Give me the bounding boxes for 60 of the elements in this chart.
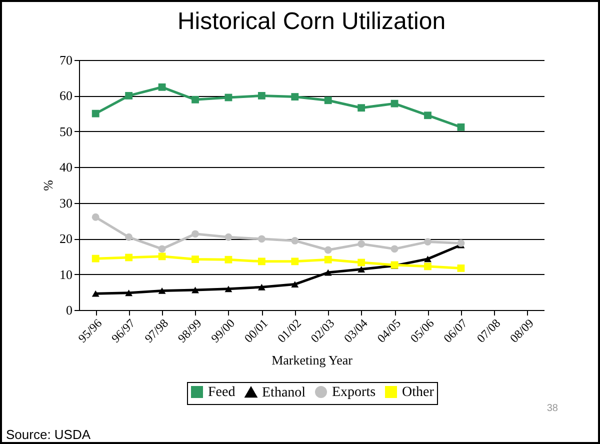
point <box>358 240 366 248</box>
point <box>324 256 332 264</box>
point <box>324 269 332 276</box>
point <box>291 237 299 244</box>
y-tick-label: 10 <box>60 266 72 282</box>
point <box>390 245 398 253</box>
point <box>92 290 100 297</box>
point <box>258 284 266 290</box>
point <box>224 233 232 241</box>
legend-label: Feed <box>208 385 236 400</box>
point <box>92 254 100 262</box>
legend-label: Other <box>402 385 434 400</box>
point <box>192 230 199 238</box>
y-tick-label: 70 <box>60 52 72 68</box>
point <box>390 100 398 108</box>
point <box>158 245 166 253</box>
chart-title: Historical Corn Utilization <box>177 8 446 35</box>
y-tick-label: 50 <box>60 124 72 139</box>
point <box>291 258 299 266</box>
point <box>125 233 133 241</box>
point <box>125 254 133 262</box>
point <box>291 281 299 288</box>
point <box>192 96 199 104</box>
point <box>324 246 332 254</box>
point <box>224 256 232 264</box>
y-tick-label: 30 <box>60 195 72 210</box>
point <box>258 235 266 243</box>
point <box>92 110 100 118</box>
point <box>224 286 232 292</box>
point <box>125 92 133 100</box>
point <box>358 104 366 112</box>
text: 38 <box>546 403 558 414</box>
point <box>358 266 366 272</box>
point <box>158 83 166 91</box>
x-axis-title: Marketing Year <box>272 352 354 368</box>
point <box>192 286 199 294</box>
y-axis-title: % <box>40 180 56 191</box>
point <box>158 288 166 294</box>
y-tick-label: 20 <box>60 231 72 246</box>
point <box>424 256 432 262</box>
legend-label: Exports <box>332 385 376 400</box>
point <box>424 262 432 270</box>
legend-label: Ethanol <box>262 385 306 400</box>
y-tick-label: 0 <box>66 302 72 318</box>
point <box>424 112 432 120</box>
point <box>457 264 465 272</box>
point <box>291 93 299 100</box>
point <box>457 123 465 131</box>
y-tick-label: 60 <box>60 88 72 104</box>
source-note: Source: USDA <box>6 427 91 442</box>
point <box>258 92 266 100</box>
point <box>324 96 332 104</box>
point <box>92 213 100 221</box>
point <box>125 290 133 296</box>
y-tick-label: 40 <box>60 160 72 175</box>
point <box>192 256 199 263</box>
point <box>258 258 266 266</box>
point <box>158 252 166 260</box>
point <box>358 258 366 266</box>
point <box>424 238 432 246</box>
